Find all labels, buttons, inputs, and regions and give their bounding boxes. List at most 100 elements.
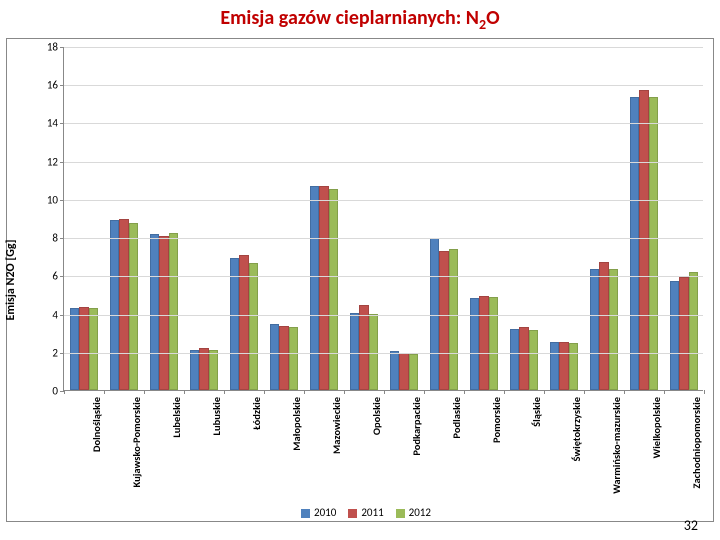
bar <box>670 281 679 390</box>
x-axis-label: Opolskie <box>370 397 383 507</box>
x-axis-label: Mazowieckie <box>330 397 343 507</box>
legend-swatch <box>301 509 310 518</box>
x-axis-label: Podkarpackie <box>410 397 423 507</box>
bar <box>350 313 359 390</box>
bar <box>310 186 319 390</box>
xtick-mark <box>144 390 145 394</box>
ytick-label: 12 <box>34 155 58 168</box>
bar <box>270 324 279 390</box>
xtick-mark <box>344 390 345 394</box>
bar <box>359 305 368 390</box>
x-axis-label: Lubuskie <box>210 397 223 507</box>
chart-area: Emisja N2O [Gg] 024681012141618Dolnośląs… <box>6 38 714 522</box>
xtick-mark <box>304 390 305 394</box>
grid-line <box>64 276 703 277</box>
ytick-mark <box>60 238 64 239</box>
bar <box>159 236 168 390</box>
xtick-mark <box>504 390 505 394</box>
chart-title: Emisja gazów cieplarnianych: N2O <box>0 6 720 33</box>
xtick-mark <box>584 390 585 394</box>
bar <box>399 353 408 390</box>
bar <box>119 219 128 390</box>
xtick-mark <box>704 390 705 394</box>
xtick-mark <box>544 390 545 394</box>
bar <box>329 189 338 390</box>
bar <box>599 262 608 390</box>
ytick-label: 6 <box>34 270 58 283</box>
ytick-label: 8 <box>34 232 58 245</box>
xtick-mark <box>384 390 385 394</box>
bar <box>689 272 698 390</box>
bar <box>529 330 538 390</box>
bar <box>150 234 159 390</box>
bar <box>319 186 328 390</box>
grid-line <box>64 200 703 201</box>
x-axis-label: Podlaskie <box>450 397 463 507</box>
legend-label: 2012 <box>409 506 431 519</box>
bar <box>199 348 208 390</box>
x-axis-label: Warmińsko-mazurskie <box>610 397 623 507</box>
ytick-mark <box>60 123 64 124</box>
grid-line <box>64 162 703 163</box>
ytick-label: 2 <box>34 346 58 359</box>
ytick-mark <box>60 162 64 163</box>
bars-layer <box>64 47 703 390</box>
x-axis-label: Lubelskie <box>170 397 183 507</box>
legend-label: 2010 <box>314 506 336 519</box>
xtick-mark <box>64 390 65 394</box>
ytick-label: 18 <box>34 41 58 54</box>
bar <box>649 97 658 390</box>
bar <box>70 308 79 390</box>
bar <box>470 298 479 390</box>
bar <box>289 327 298 390</box>
bar <box>110 220 119 390</box>
x-axis-label: Kujawsko-Pomorskie <box>130 397 143 507</box>
legend-swatch <box>348 509 357 518</box>
bar <box>89 308 98 390</box>
xtick-mark <box>624 390 625 394</box>
xtick-mark <box>664 390 665 394</box>
bar <box>449 249 458 390</box>
xtick-mark <box>104 390 105 394</box>
ytick-label: 14 <box>34 117 58 130</box>
grid-line <box>64 315 703 316</box>
ytick-label: 4 <box>34 308 58 321</box>
x-axis-label: Świętokrzyskie <box>570 397 583 507</box>
grid-line <box>64 123 703 124</box>
x-axis-label: Wielkopolskie <box>650 397 663 507</box>
xtick-mark <box>224 390 225 394</box>
bar <box>409 354 418 390</box>
bar <box>129 223 138 390</box>
xtick-mark <box>424 390 425 394</box>
x-axis-label: Małopolskie <box>290 397 303 507</box>
ytick-mark <box>60 353 64 354</box>
y-axis-label: Emisja N2O [Gg] <box>4 240 18 321</box>
bar <box>479 296 488 390</box>
ytick-mark <box>60 85 64 86</box>
legend-swatch <box>396 509 405 518</box>
ytick-mark <box>60 276 64 277</box>
ytick-label: 0 <box>34 385 58 398</box>
bar <box>279 326 288 390</box>
x-axis-label: Pomorskie <box>490 397 503 507</box>
grid-line <box>64 238 703 239</box>
xtick-mark <box>464 390 465 394</box>
legend: 2010 2011 2012 <box>7 506 713 519</box>
grid-line <box>64 353 703 354</box>
ytick-label: 16 <box>34 79 58 92</box>
bar <box>249 263 258 390</box>
x-axis-label: Zachodniopomorskie <box>690 397 703 507</box>
bar <box>489 297 498 390</box>
bar <box>519 327 528 390</box>
bar <box>230 258 239 390</box>
bar <box>439 251 448 391</box>
ytick-mark <box>60 315 64 316</box>
bar <box>550 342 559 390</box>
xtick-mark <box>264 390 265 394</box>
bar <box>639 90 648 390</box>
ytick-mark <box>60 200 64 201</box>
legend-label: 2011 <box>361 506 383 519</box>
bar <box>390 351 399 390</box>
bar <box>569 343 578 390</box>
bar <box>609 269 618 390</box>
